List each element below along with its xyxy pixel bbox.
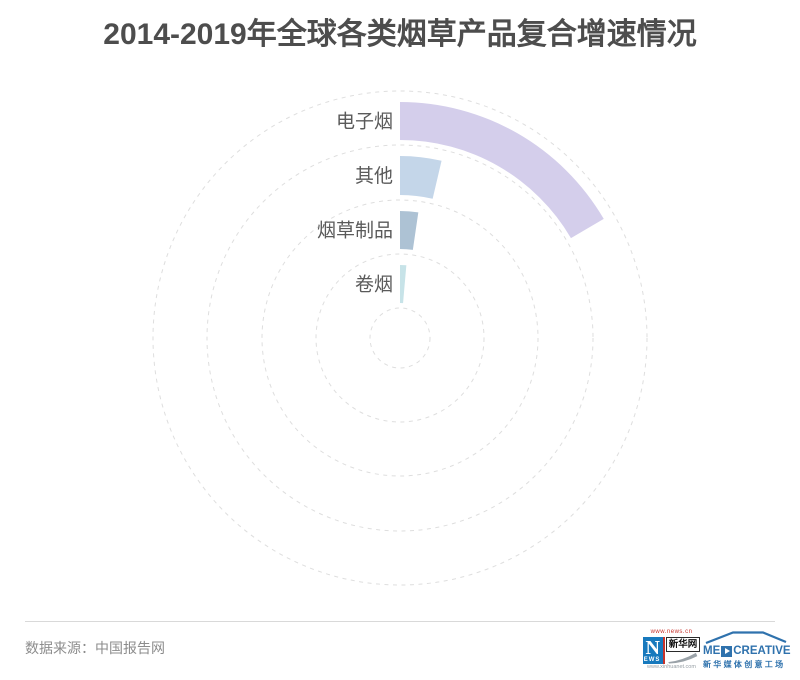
xinhua-swoosh-icon [667, 652, 698, 664]
mediacreative-wordmark: ME CREATIVE [703, 645, 791, 657]
category-label-e-cigarettes: 电子烟 [336, 111, 393, 133]
category-label-cigarettes: 卷烟 [355, 274, 393, 296]
category-label-others: 其他 [355, 165, 393, 187]
footer-divider [25, 621, 775, 622]
mediacreative-prefix: ME [703, 645, 721, 657]
grid-circle [206, 144, 594, 532]
xinhua-name-box: 新华网 [665, 637, 701, 652]
grid-circle [152, 90, 648, 586]
xinhua-logo: www.news.cn N EWS 新华网 www.xinhuanet.com [642, 629, 701, 671]
bar-e-cigarettes [400, 102, 604, 239]
xinhua-bottom-url: www.xinhuanet.com [647, 664, 696, 670]
play-icon [721, 645, 733, 657]
bar-cigarettes [400, 265, 407, 304]
grid-circle [369, 307, 431, 369]
bar-others [400, 156, 442, 199]
xinhua-news-block: N EWS [642, 637, 665, 664]
data-source: 数据来源：中国报告网 [25, 640, 165, 656]
category-label-tobacco-products: 烟草制品 [317, 220, 393, 242]
xinhua-ews-text: EWS [643, 657, 661, 663]
mediacreative-subtitle: 新华媒体创意工场 [703, 660, 786, 669]
bar-tobacco-products [400, 211, 419, 250]
xinhua-top-url: www.news.cn [650, 629, 693, 635]
mediacreative-suffix: CREATIVE [733, 645, 791, 657]
footer-logos: www.news.cn N EWS 新华网 www.xinhuanet.com … [642, 629, 791, 671]
mediacreative-roof-icon [705, 631, 787, 644]
mediacreative-logo: ME CREATIVE 新华媒体创意工场 [703, 629, 791, 670]
grid-circle [315, 253, 485, 423]
page-title: 2014-2019年全球各类烟草产品复合增速情况 [103, 18, 697, 51]
grid-circle [261, 199, 539, 477]
xinhua-n-letter: N [645, 637, 660, 659]
